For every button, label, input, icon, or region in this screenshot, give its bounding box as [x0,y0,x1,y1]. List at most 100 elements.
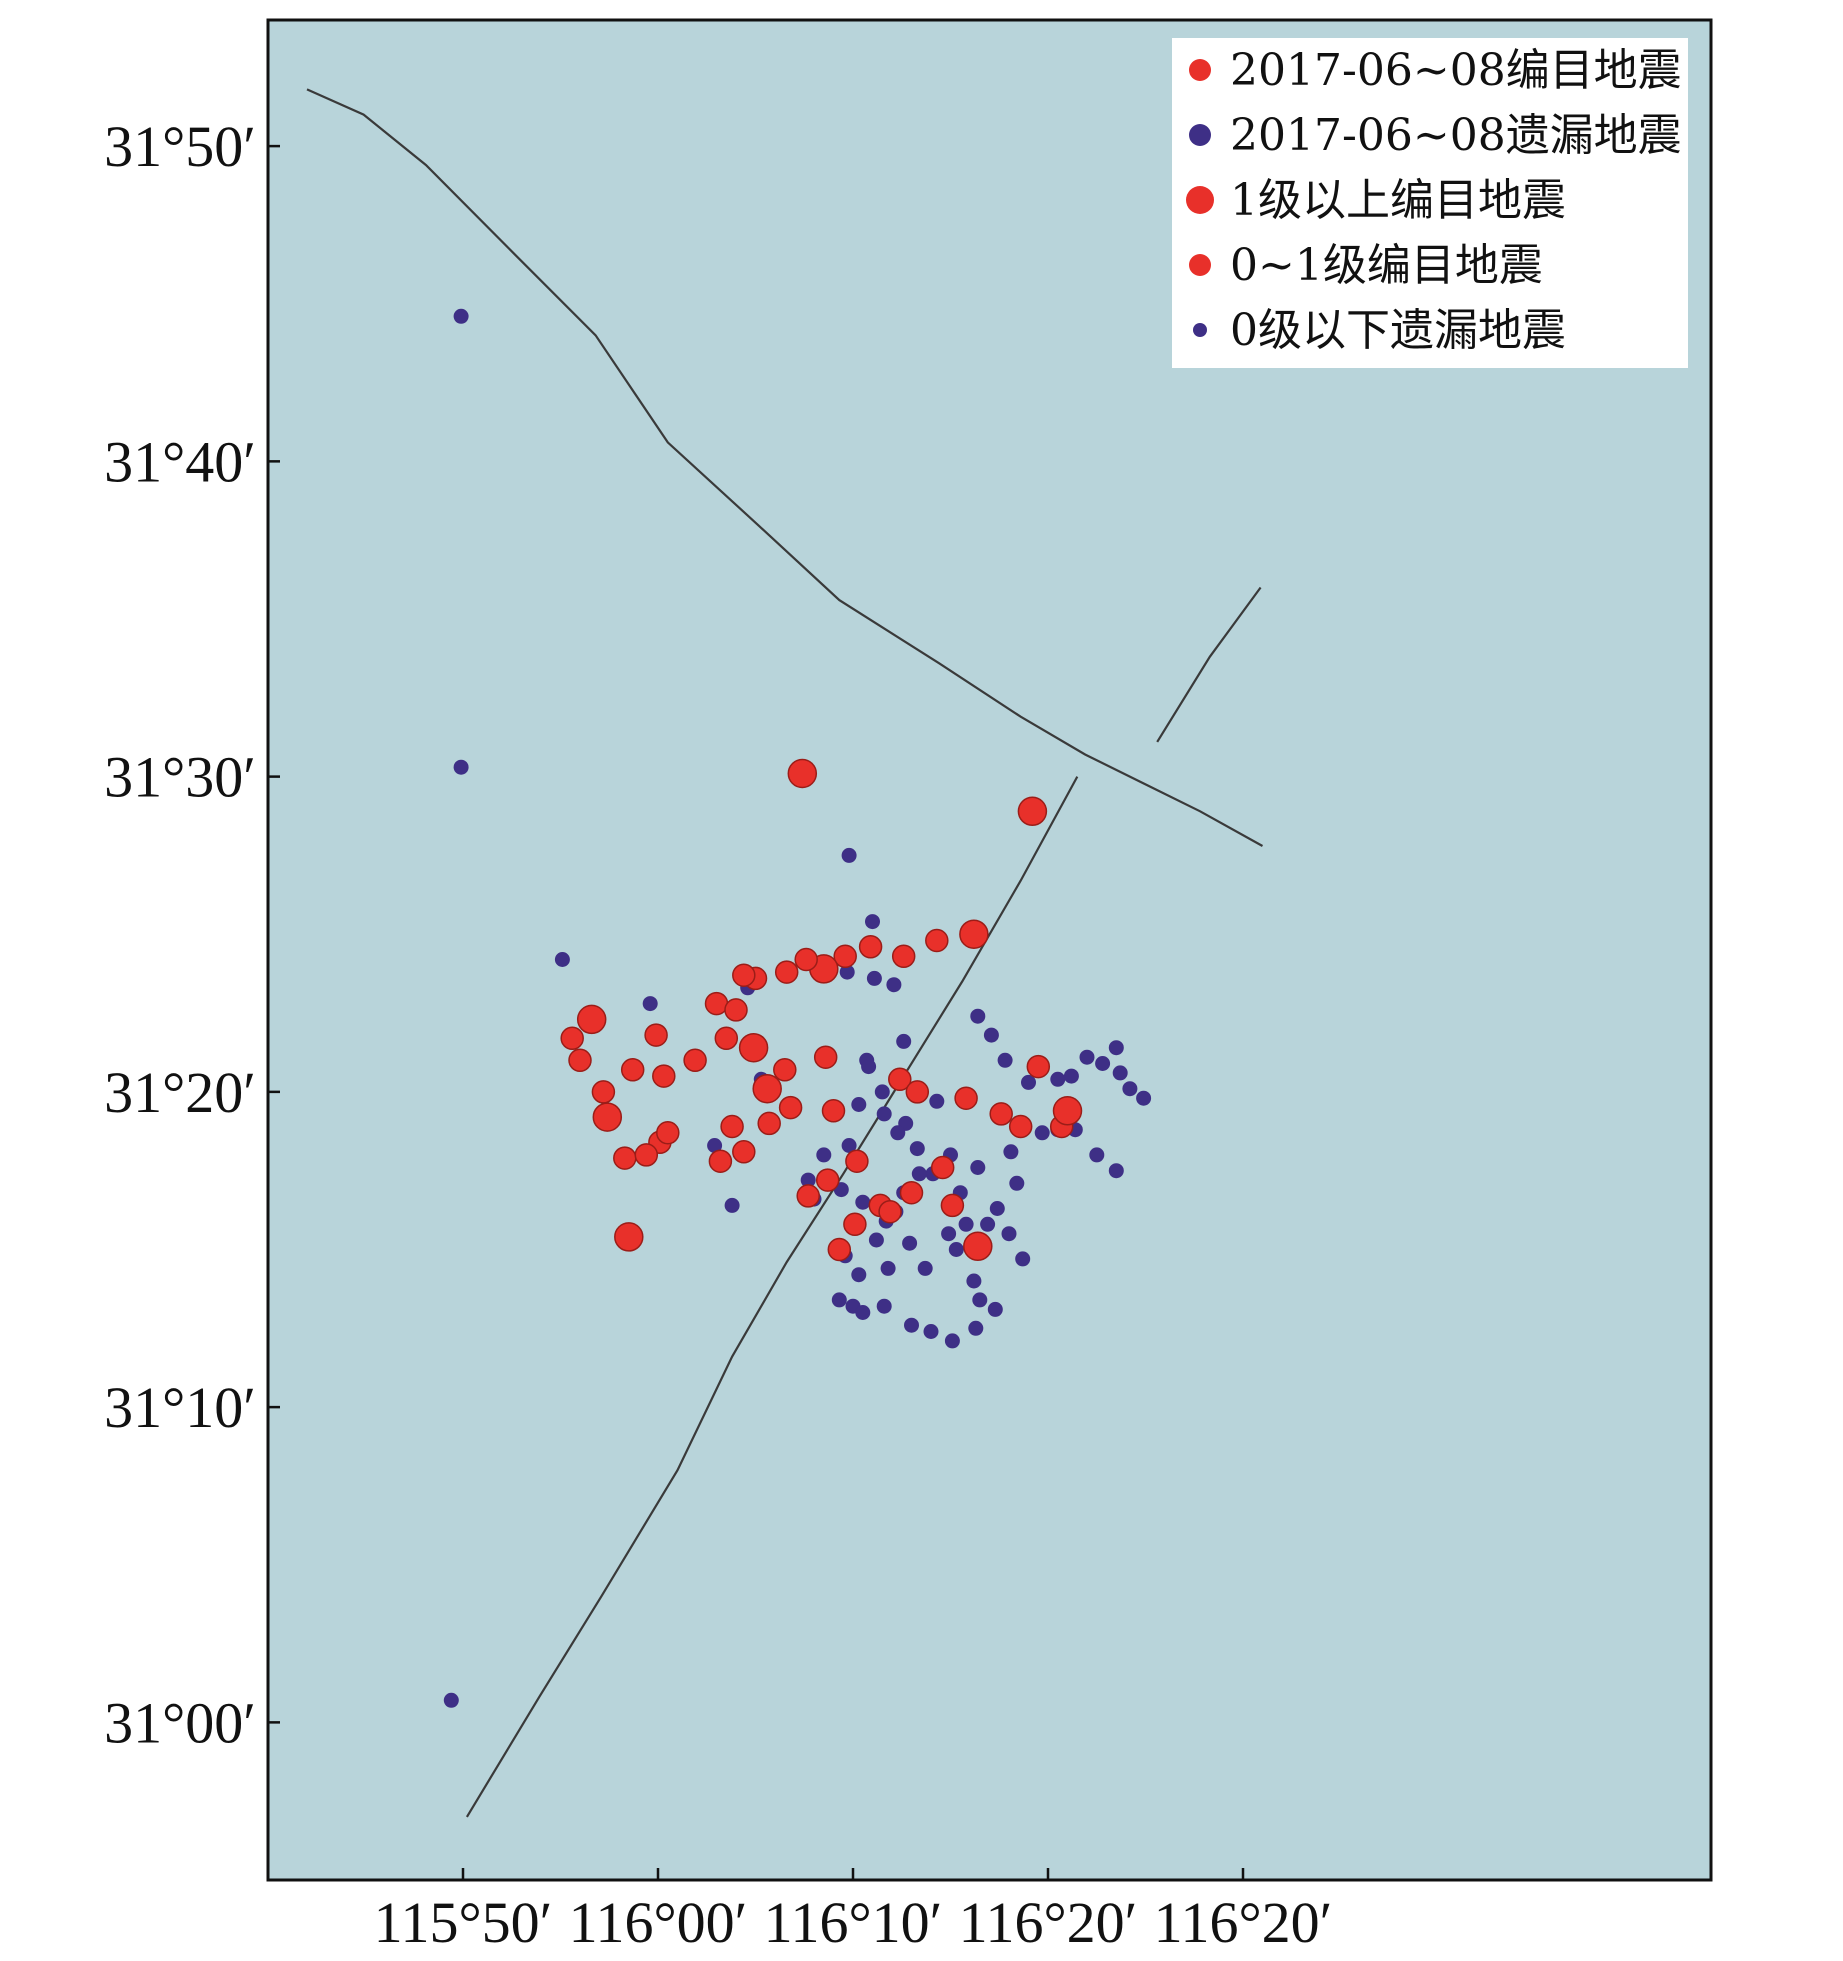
missed-event-marker [865,914,880,930]
missed-event-marker [861,1059,877,1075]
missed-event-marker [831,1292,847,1308]
missed-event-marker [453,759,469,775]
fault-line-1 [306,88,1264,847]
legend-marker-catalog [1189,59,1211,81]
catalog-event-marker [940,1193,965,1218]
y-tick-label: 31°00′ [104,1690,256,1755]
catalog-event-marker [752,1073,782,1104]
legend-marker-missed [1193,323,1207,337]
legend-item-label: 0~1级编目地震 [1230,240,1543,291]
missed-event-marker [800,1172,816,1188]
missed-event-marker [876,1106,892,1122]
catalog-event-marker [757,1111,781,1136]
catalog-event-marker [787,758,818,789]
missed-event-marker [642,996,658,1012]
y-tick-label: 31°30′ [104,745,256,810]
catalog-event-marker [878,1199,902,1224]
x-tick-label: 116°00′ [569,1890,748,1955]
missed-event-marker [1015,1251,1031,1267]
catalog-event-marker [827,1237,852,1262]
catalog-earthquakes [560,758,1083,1262]
y-tick-label: 31°20′ [104,1060,256,1125]
missed-event-marker [841,1138,857,1153]
missed-event-marker [841,847,857,863]
catalog-event-marker [1017,796,1048,827]
catalog-event-marker [683,1048,707,1073]
missed-event-marker [997,1052,1013,1068]
catalog-event-marker [925,928,949,953]
catalog-event-marker [613,1146,637,1170]
legend-item-label: 2017-06~08遗漏地震 [1230,110,1682,161]
catalog-event-marker [888,1067,912,1092]
x-tick-label: 116°10′ [764,1890,943,1955]
longitude-axis: 115°50′ 116°00′ 116°10′ 116°20′ 116°20′ [374,1868,1332,1955]
catalog-event-marker [821,1099,846,1123]
fault-line-3 [1156,586,1262,743]
missed-event-marker [980,1216,996,1232]
missed-event-marker [1034,1125,1050,1141]
catalog-event-marker [614,1222,644,1252]
missed-event-marker [1079,1049,1095,1065]
missed-event-marker [968,1320,984,1336]
catalog-event-marker [656,1121,680,1145]
fault-line-2 [465,776,1079,1818]
catalog-event-marker [930,1155,955,1180]
x-tick-label: 115°50′ [374,1890,553,1955]
catalog-event-marker [560,1026,584,1051]
missed-event-marker [855,1305,871,1320]
catalog-event-marker [591,1080,616,1104]
missed-event-marker [866,970,882,986]
missed-event-marker [966,1273,982,1289]
legend-box [1172,38,1688,368]
y-tick-label: 31°10′ [104,1375,256,1440]
catalog-event-marker [714,1026,739,1051]
missed-event-marker [1063,1068,1079,1084]
missed-event-marker [970,1160,986,1175]
missed-event-marker [1021,1074,1036,1090]
missed-event-marker [1112,1065,1128,1081]
map-frame [266,18,1713,1882]
x-tick-label: 116°20′ [959,1890,1138,1955]
catalog-event-marker [732,963,756,987]
missed-event-marker [1050,1071,1066,1087]
missed-event-marker [855,1194,871,1210]
catalog-event-marker [843,1212,867,1237]
legend-marker-catalog [1189,254,1211,276]
catalog-event-marker [708,1149,733,1173]
catalog-event-marker [845,1149,869,1173]
legend-marker-missed [1189,124,1211,146]
y-tick-label: 31°40′ [104,429,256,494]
missed-event-marker [724,1197,740,1213]
missed-event-marker [851,1097,867,1112]
missed-event-marker [972,1292,988,1308]
missed-event-marker [904,1317,919,1333]
catalog-event-marker [592,1102,623,1132]
legend: 2017-06~08编目地震 2017-06~08遗漏地震 1级以上编目地震 0~1级… [1172,38,1688,368]
missed-event-marker [987,1301,1003,1317]
missed-event-marker [1108,1163,1124,1179]
catalog-event-marker [905,1080,930,1104]
missed-event-marker [886,977,902,993]
catalog-event-marker [720,1114,744,1139]
missed-event-marker [941,1226,957,1242]
catalog-event-marker [858,935,883,959]
catalog-event-marker [833,944,857,969]
missed-event-marker [1003,1144,1019,1160]
missed-event-marker [874,1084,890,1100]
missed-event-marker [707,1138,723,1153]
missed-event-marker [909,1141,925,1157]
missed-event-marker [1122,1081,1138,1097]
catalog-event-marker [989,1102,1013,1126]
latitude-axis: 31°50′ 31°40′ 31°30′ 31°20′ 31°10′ 31°00′ [104,114,280,1755]
catalog-event-marker [724,998,748,1022]
catalog-event-marker [634,1143,659,1167]
missed-event-marker [896,1033,912,1049]
missed-event-marker [902,1235,918,1251]
catalog-event-marker [813,1045,838,1069]
missed-event-marker [816,1147,832,1163]
missed-event-marker [944,1333,960,1349]
catalog-event-marker [568,1048,592,1073]
missed-event-marker [851,1267,867,1283]
catalog-event-marker [1008,1114,1033,1139]
